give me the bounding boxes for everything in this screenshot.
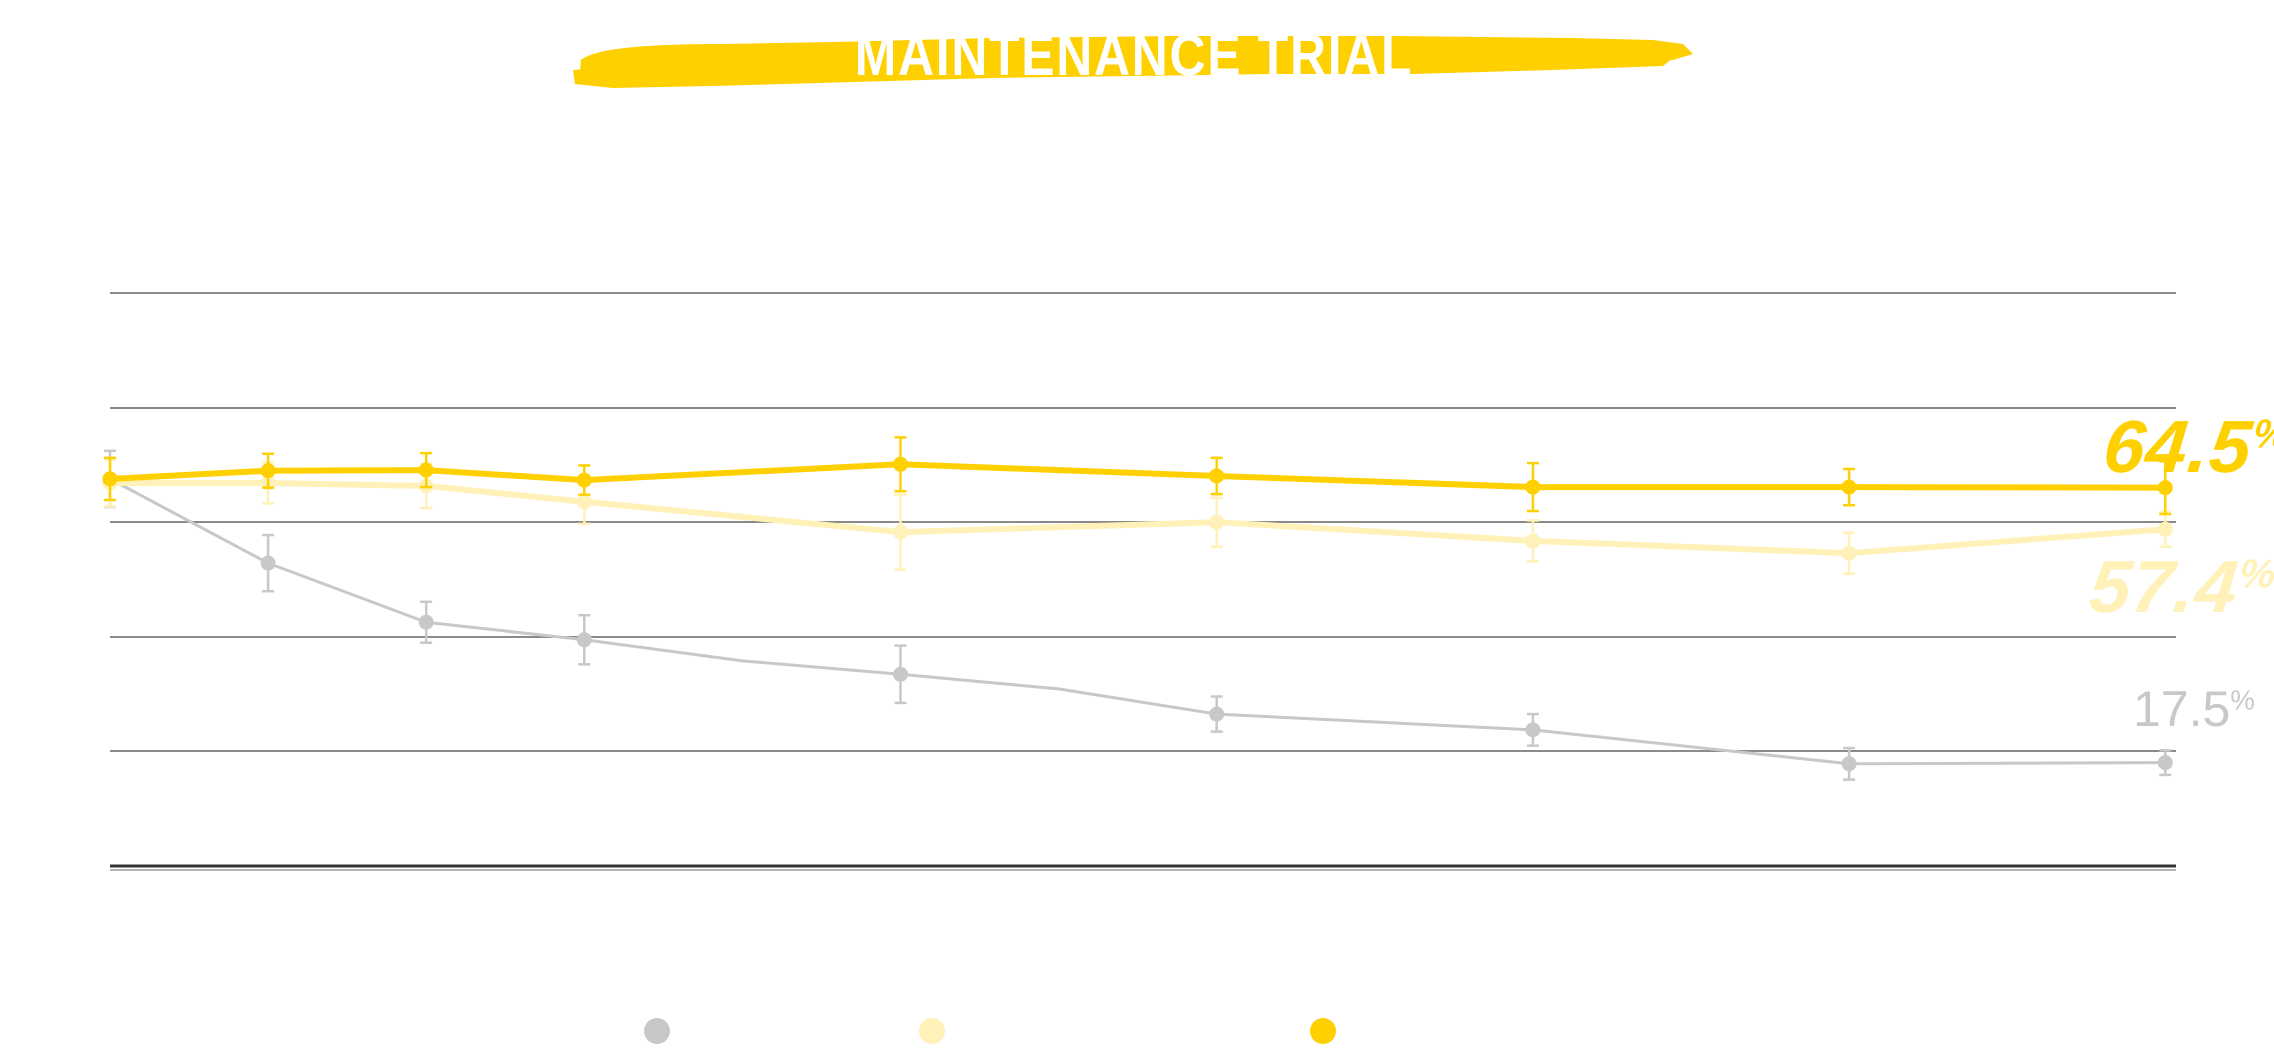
data-point-marker[interactable] bbox=[2157, 521, 2173, 537]
data-point-marker[interactable] bbox=[576, 472, 592, 488]
data-point-marker[interactable] bbox=[893, 456, 908, 472]
percent-sign: % bbox=[2236, 550, 2274, 597]
gridlines bbox=[110, 292, 2176, 871]
legend-item-gold[interactable] bbox=[1310, 1018, 1346, 1044]
series-line-light bbox=[107, 479, 2169, 557]
legend bbox=[0, 1018, 2274, 1044]
end-label-gray-value: 17.5 bbox=[2133, 681, 2231, 737]
data-point-marker[interactable] bbox=[1841, 545, 1857, 561]
data-point-marker[interactable] bbox=[260, 463, 276, 479]
data-point-marker[interactable] bbox=[893, 524, 908, 540]
data-point-marker[interactable] bbox=[1209, 468, 1225, 484]
data-point-marker[interactable] bbox=[893, 666, 908, 682]
data-point-marker[interactable] bbox=[260, 555, 276, 571]
data-point-marker[interactable] bbox=[418, 462, 434, 478]
data-point-marker[interactable] bbox=[102, 471, 118, 487]
end-label-gray: 17.5% bbox=[2133, 680, 2255, 738]
series-light bbox=[102, 458, 2173, 575]
percent-sign: % bbox=[2250, 410, 2274, 457]
gray-circle-marker-icon bbox=[644, 1018, 670, 1044]
title-brush-stroke bbox=[573, 36, 1693, 88]
data-point-marker[interactable] bbox=[576, 632, 592, 648]
data-point-marker[interactable] bbox=[1525, 479, 1541, 495]
data-point-marker[interactable] bbox=[1209, 706, 1225, 722]
data-point-marker[interactable] bbox=[1209, 514, 1225, 530]
series-gray bbox=[102, 449, 2173, 781]
end-label-gold-value: 64.5 bbox=[2099, 405, 2257, 488]
chart-title: MAINTENANCE TRIAL bbox=[573, 24, 1695, 92]
data-point-marker[interactable] bbox=[418, 614, 434, 630]
data-point-marker[interactable] bbox=[2157, 755, 2173, 771]
legend-item-gray[interactable] bbox=[644, 1018, 680, 1044]
chart-title-text: MAINTENANCE TRIAL bbox=[854, 23, 1414, 88]
legend-item-light[interactable] bbox=[919, 1018, 955, 1044]
light-yellow-circle-marker-icon bbox=[919, 1018, 945, 1044]
end-label-light: 57.4% bbox=[2086, 544, 2274, 629]
data-point-marker[interactable] bbox=[1841, 756, 1857, 772]
end-label-light-value: 57.4 bbox=[2085, 545, 2243, 628]
percent-sign: % bbox=[2230, 684, 2255, 716]
data-point-marker[interactable] bbox=[2157, 480, 2173, 496]
data-point-marker[interactable] bbox=[1525, 722, 1541, 738]
gold-circle-marker-icon bbox=[1310, 1018, 1336, 1044]
data-point-marker[interactable] bbox=[576, 494, 592, 510]
series-gold bbox=[102, 436, 2173, 516]
series-lines bbox=[102, 436, 2173, 781]
data-point-marker[interactable] bbox=[1841, 479, 1857, 495]
end-label-gold: 64.5% bbox=[2100, 404, 2274, 489]
data-point-marker[interactable] bbox=[1525, 533, 1541, 549]
